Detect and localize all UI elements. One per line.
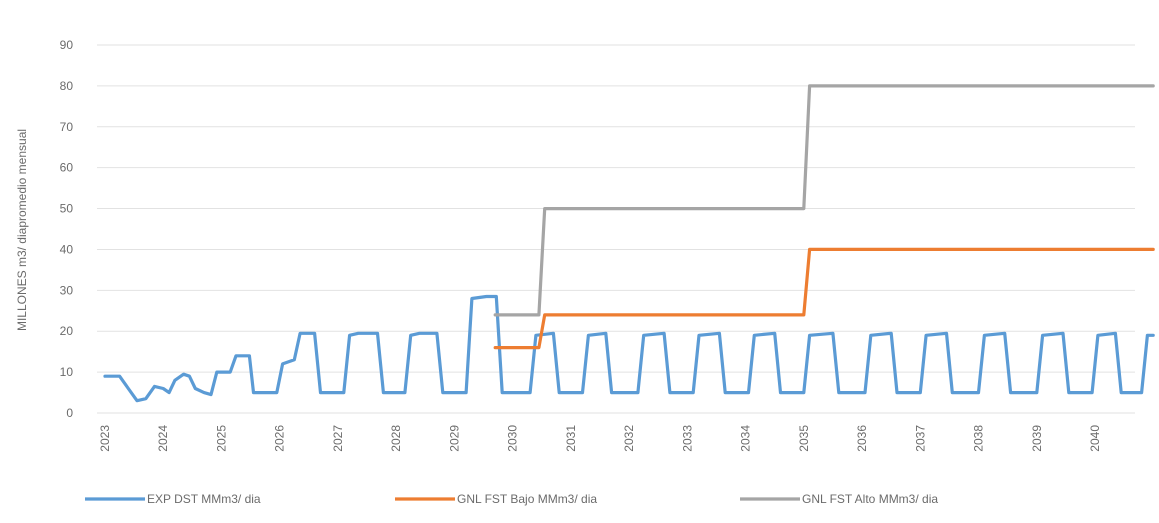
x-tick-label: 2039 [1030, 425, 1044, 452]
legend-label-2: GNL FST Bajo MMm3/ dia [457, 492, 597, 506]
y-tick-label: 0 [66, 406, 73, 420]
x-tick-label: 2024 [156, 425, 170, 452]
series-line-1 [103, 294, 1155, 403]
y-tick-label: 50 [60, 202, 74, 216]
y-tick-label: 30 [60, 283, 74, 297]
x-tick-label: 2032 [622, 425, 636, 452]
y-tick-labels: 0 10 20 30 40 50 60 70 80 90 [60, 38, 74, 420]
y-tick-label: 90 [60, 38, 74, 52]
y-tick-label: 80 [60, 79, 74, 93]
x-tick-label: 2036 [855, 425, 869, 452]
y-tick-label: 20 [60, 324, 74, 338]
x-tick-label: 2040 [1088, 425, 1102, 452]
x-tick-label: 2023 [98, 425, 112, 452]
y-tick-label: 70 [60, 120, 74, 134]
x-tick-label: 2033 [680, 425, 694, 452]
legend-label-3: GNL FST Alto MMm3/ dia [802, 492, 938, 506]
x-tick-label: 2031 [564, 425, 578, 452]
series-line-2 [493, 247, 1155, 350]
y-tick-label: 60 [60, 161, 74, 175]
series-line-3 [493, 84, 1155, 317]
x-tick-label: 2027 [331, 425, 345, 452]
legend-label-1: EXP DST MMm3/ dia [147, 492, 261, 506]
x-tick-label: 2026 [273, 425, 287, 452]
series-lines [103, 84, 1155, 403]
x-tick-label: 2035 [797, 425, 811, 452]
x-tick-label: 2029 [447, 425, 461, 452]
x-tick-label: 2025 [214, 425, 228, 452]
x-tick-label: 2028 [389, 425, 403, 452]
legend: EXP DST MMm3/ dia GNL FST Bajo MMm3/ dia G… [85, 492, 938, 506]
gridlines [97, 44, 1135, 414]
y-axis-title: MILLONES m3/ diapromedio mensual [15, 129, 29, 331]
x-tick-label: 2037 [913, 425, 927, 452]
x-tick-labels: 2023 2024 2025 2026 2027 2028 2029 2030 2031 2032… [98, 425, 1102, 452]
x-tick-label: 2034 [739, 425, 753, 452]
x-tick-label: 2038 [972, 425, 986, 452]
y-tick-label: 40 [60, 242, 74, 256]
y-tick-label: 10 [60, 365, 74, 379]
x-tick-label: 2030 [506, 425, 520, 452]
